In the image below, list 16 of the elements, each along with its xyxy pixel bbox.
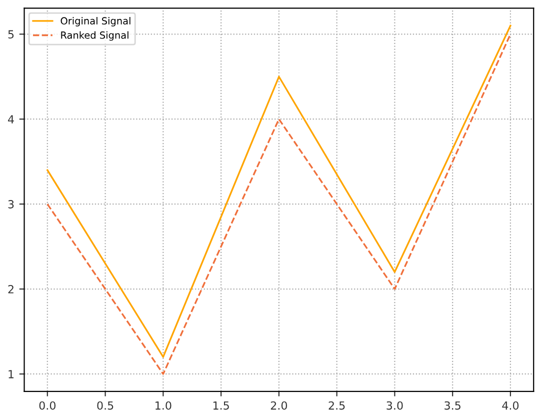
y-tick-label: 2 <box>8 285 14 294</box>
y-tick-label: 3 <box>8 200 14 208</box>
x-tick-label: 0.0 <box>39 401 56 410</box>
x-tick-label: 2.0 <box>270 401 288 410</box>
legend-label: Ranked Signal <box>61 31 128 41</box>
x-tick-label: 3.5 <box>444 401 460 410</box>
x-tick-label: 1.0 <box>156 401 172 410</box>
x-tick-label: 3.0 <box>386 401 403 410</box>
legend-label: Original Signal <box>60 16 130 26</box>
x-tick-label: 1.5 <box>213 401 229 410</box>
x-tick-label: 2.5 <box>328 401 345 410</box>
x-tick-label: 4.0 <box>502 401 519 410</box>
y-tick-label: 4 <box>8 115 14 124</box>
y-tick-label: 1 <box>8 370 14 378</box>
y-tick-label: 5 <box>8 30 14 39</box>
x-tick-label: 0.5 <box>97 401 114 410</box>
